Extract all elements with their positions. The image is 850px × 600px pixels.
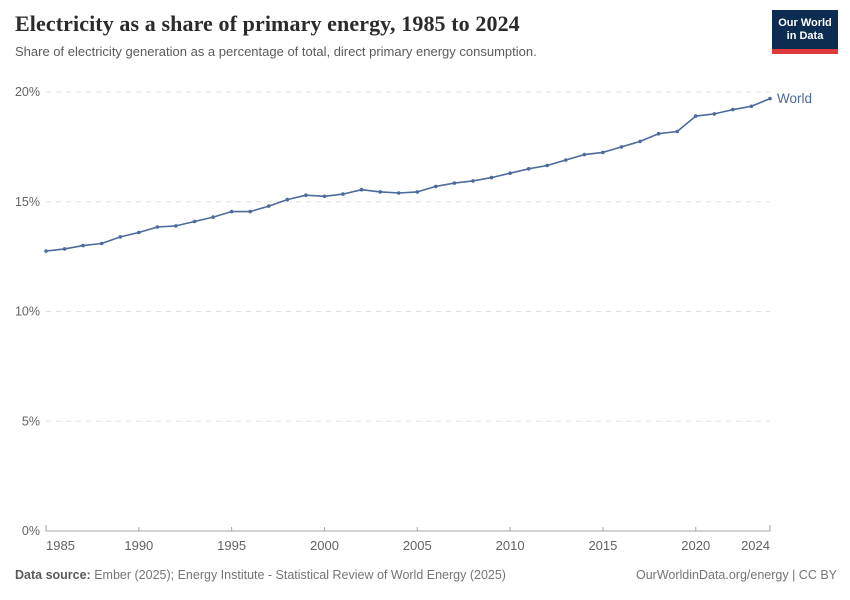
data-point[interactable] (192, 219, 197, 224)
y-axis-label: 10% (15, 305, 40, 319)
data-point[interactable] (656, 131, 661, 136)
page-title: Electricity as a share of primary energy… (15, 11, 520, 36)
x-axis-label: 2024 (741, 538, 770, 553)
data-point[interactable] (749, 104, 754, 109)
chart-header: Electricity as a share of primary energy… (15, 11, 755, 59)
data-point[interactable] (118, 235, 123, 239)
owid-logo-line1: Our World (778, 17, 832, 29)
data-point[interactable] (137, 230, 141, 235)
data-point[interactable] (248, 209, 252, 214)
x-axis-label: 2000 (310, 538, 339, 553)
data-point[interactable] (267, 204, 271, 208)
data-point[interactable] (155, 225, 160, 229)
data-point[interactable] (545, 163, 549, 168)
data-point[interactable] (434, 184, 438, 189)
y-axis-label: 0% (22, 524, 40, 538)
data-point[interactable] (508, 171, 512, 175)
data-point[interactable] (62, 247, 67, 251)
data-point[interactable] (174, 224, 178, 228)
data-point[interactable] (693, 114, 698, 118)
data-source-text: Ember (2025); Energy Institute - Statist… (94, 568, 506, 582)
data-point[interactable] (619, 145, 624, 149)
data-point[interactable] (712, 112, 717, 116)
data-point[interactable] (378, 190, 383, 194)
data-point[interactable] (322, 194, 327, 199)
x-axis-label: 2005 (403, 538, 432, 553)
data-point[interactable] (285, 197, 290, 202)
data-point[interactable] (731, 107, 735, 112)
data-point[interactable] (582, 152, 587, 157)
data-point[interactable] (564, 158, 568, 162)
data-source-note: Data source: Ember (2025); Energy Instit… (15, 568, 506, 582)
entity-label[interactable]: World (777, 91, 812, 106)
x-axis-label: 2015 (588, 538, 617, 553)
data-point[interactable] (304, 193, 308, 197)
license-note[interactable]: OurWorldinData.org/energy | CC BY (635, 568, 837, 582)
data-point[interactable] (675, 129, 679, 134)
x-axis-label: 1990 (124, 538, 153, 553)
data-point[interactable] (452, 181, 457, 185)
data-point[interactable] (341, 192, 345, 196)
data-point[interactable] (526, 167, 531, 171)
x-axis-label: 2020 (681, 538, 710, 553)
world-series-line[interactable] (45, 97, 771, 252)
data-source-label: Data source: (15, 568, 91, 582)
data-point[interactable] (471, 179, 475, 183)
data-point[interactable] (81, 243, 85, 248)
x-axis-label: 1985 (46, 538, 75, 553)
data-point[interactable] (768, 96, 772, 101)
owid-logo[interactable]: Our World in Data (772, 10, 838, 54)
data-point[interactable] (601, 150, 605, 155)
y-axis-label: 5% (22, 414, 40, 428)
data-point[interactable] (211, 215, 215, 219)
chart-footer: Data source: Ember (2025); Energy Instit… (15, 568, 837, 582)
data-point[interactable] (415, 190, 420, 194)
data-point[interactable] (638, 139, 642, 144)
y-axis-label: 15% (15, 195, 40, 209)
data-point[interactable] (489, 175, 494, 180)
data-point[interactable] (44, 249, 48, 253)
x-axis-label: 2010 (496, 538, 525, 553)
data-point[interactable] (396, 191, 401, 195)
x-axis-label: 1995 (217, 538, 246, 553)
data-point[interactable] (99, 241, 104, 246)
owid-logo-line2: in Data (786, 30, 824, 42)
y-axis-label: 20% (15, 85, 40, 99)
data-point[interactable] (359, 187, 364, 192)
chart-subtitle: Share of electricity generation as a per… (15, 44, 537, 59)
data-point[interactable] (229, 209, 234, 214)
